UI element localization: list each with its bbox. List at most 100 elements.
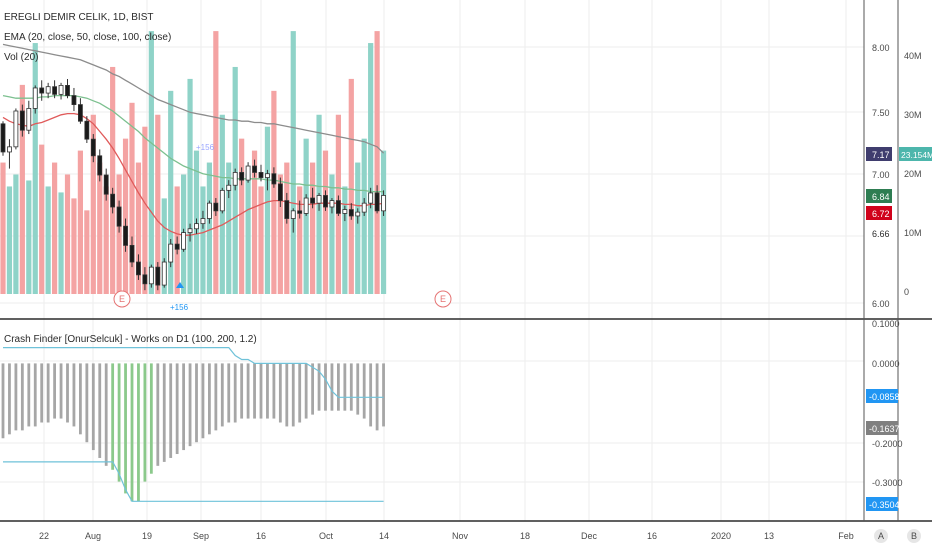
candle-body	[219, 189, 225, 212]
earnings-marker[interactable]: E	[434, 290, 452, 308]
histogram-bar	[40, 363, 44, 423]
price-tag-ema50-text: 6.84	[872, 192, 890, 202]
arrow-up-icon	[176, 282, 184, 288]
lower-threshold-line	[3, 461, 384, 502]
candle-body	[226, 184, 232, 191]
histogram-bar	[369, 363, 373, 427]
volume-bar	[148, 31, 154, 294]
auto-scale-button[interactable]: A	[874, 529, 888, 543]
volume-bar	[258, 186, 264, 294]
candle-body	[290, 210, 296, 219]
log-scale-button[interactable]: B	[907, 529, 921, 543]
histogram-bar	[291, 363, 295, 427]
volume-bar	[329, 174, 335, 294]
candle-body	[129, 244, 135, 263]
candle-body	[97, 155, 103, 176]
volume-bar	[58, 192, 64, 294]
crash-finder-pane	[1, 347, 385, 502]
volume-bar	[116, 174, 122, 294]
volume-tick: 0	[904, 287, 909, 297]
candle-body	[361, 202, 367, 213]
histogram-bar	[175, 363, 179, 455]
candle-body	[142, 274, 148, 285]
price-tag-ema20	[866, 206, 892, 220]
candle-body	[0, 123, 6, 153]
indicator-legend[interactable]: Crash Finder [OnurSelcuk] - Works on D1 …	[4, 334, 257, 345]
price-tag-ema100	[866, 147, 892, 161]
indicator-tag-value-text: -0.1637	[869, 424, 900, 434]
volume-bar	[380, 150, 387, 294]
volume-bar	[32, 43, 38, 294]
time-tick: 16	[256, 531, 266, 541]
time-tick: 14	[379, 531, 389, 541]
earnings-marker[interactable]: E	[113, 290, 131, 308]
time-tick: 22	[39, 531, 49, 541]
volume-tag-text: 23.154M	[901, 150, 932, 160]
candle-body	[32, 87, 38, 109]
volume-bar	[206, 162, 212, 294]
histogram-bar	[85, 363, 89, 443]
histogram-bar	[382, 363, 385, 427]
candle-body	[187, 228, 193, 233]
histogram-bar	[246, 363, 250, 419]
volume-bar	[52, 162, 58, 294]
candle-body	[213, 202, 219, 212]
histogram-bar	[227, 363, 231, 423]
volume-bar	[374, 31, 380, 294]
ema-legend[interactable]: EMA (20, close, 50, close, 100, close)	[4, 32, 171, 43]
candle-body	[277, 183, 283, 202]
volume-bar	[251, 150, 258, 294]
volume-bar	[245, 174, 251, 294]
candle-body	[39, 87, 45, 94]
histogram-bar	[362, 363, 366, 419]
symbol-title[interactable]: EREGLI DEMIR CELIK, 1D, BIST	[4, 12, 153, 23]
volume-tick: 40M	[904, 51, 922, 61]
histogram-bar	[117, 363, 121, 482]
volume-bar	[103, 186, 109, 294]
candle-body	[348, 209, 354, 217]
candle-body	[245, 165, 251, 181]
histogram-bar	[91, 363, 95, 451]
time-tick: 19	[142, 531, 152, 541]
time-tick: Aug	[85, 531, 101, 541]
candle-body	[7, 146, 12, 153]
histogram-bar	[66, 363, 69, 423]
candle-body	[45, 86, 51, 94]
split-annotation[interactable]: +156	[170, 282, 189, 312]
histogram-bar	[124, 363, 127, 494]
volume-axis[interactable]: 40M 30M 20M 10M 0 23.154M	[899, 51, 932, 297]
candle-body	[136, 261, 141, 276]
histogram-bar	[20, 363, 24, 431]
time-axis[interactable]: 22 Aug 19 Sep 16 Oct 14 Nov 18 Dec 16 20…	[39, 531, 854, 541]
candle-body	[148, 266, 154, 285]
candle-body	[355, 211, 361, 217]
candle-body	[232, 172, 238, 186]
volume-legend[interactable]: Vol (20)	[4, 52, 38, 63]
candle-body	[381, 195, 386, 212]
histogram-bar	[317, 363, 321, 411]
auto-scale-label: A	[878, 531, 884, 541]
volume-bar	[271, 90, 277, 294]
histogram-bar	[1, 363, 5, 439]
histogram-bar	[182, 363, 185, 451]
volume-bar	[355, 162, 361, 294]
volume-bar	[39, 144, 45, 294]
histogram-bar	[27, 363, 31, 427]
price-tag-ema20-text: 6.72	[872, 209, 890, 219]
histogram-bar	[143, 363, 147, 482]
price-axis[interactable]: 8.00 7.50 7.00 6.50 6.00 7.17 6.84 6.72 …	[866, 43, 892, 309]
histogram-bar	[266, 363, 269, 419]
price-tag-last	[866, 228, 892, 240]
earnings-marker-label: E	[119, 294, 125, 304]
histogram-bar	[343, 363, 347, 411]
indicator-axis[interactable]: 0.1000 0.0000 -0.2000 -0.3000 -0.0858 -0…	[866, 319, 903, 511]
price-tick: 7.50	[872, 108, 890, 118]
histogram-bar	[233, 363, 237, 423]
candle-body	[65, 85, 70, 97]
histogram-bar	[349, 363, 353, 411]
annotation-label: +156	[170, 303, 189, 312]
price-tag-ema100-text: 7.17	[872, 150, 890, 160]
volume-bar	[84, 210, 90, 294]
histogram-bar	[330, 363, 334, 411]
